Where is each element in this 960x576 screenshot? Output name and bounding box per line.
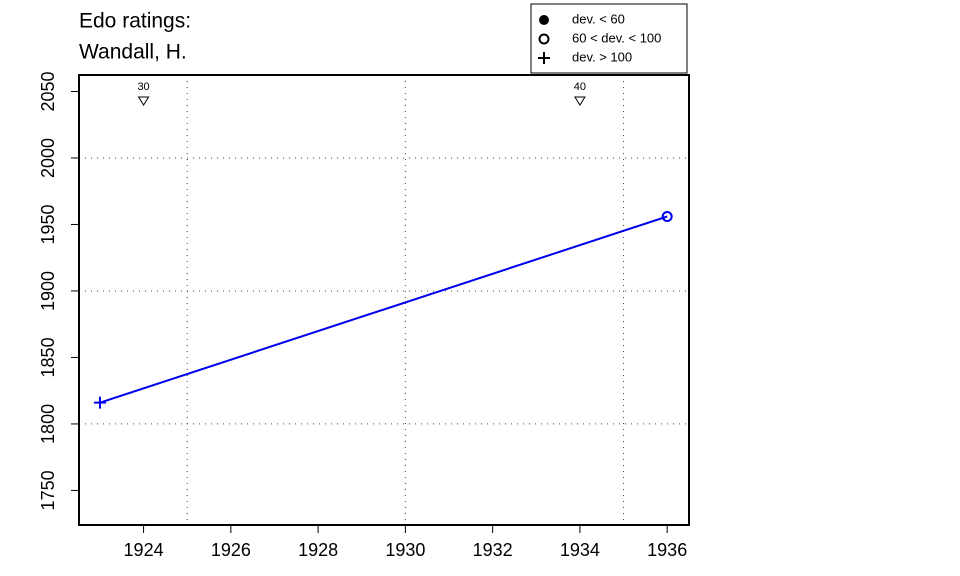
annotation-marker (137, 96, 150, 106)
legend-label: dev. > 100 (572, 49, 632, 64)
x-tick-label: 1930 (385, 540, 425, 560)
x-tick-label: 1936 (647, 540, 687, 560)
legend-label: dev. < 60 (572, 11, 625, 26)
chart-subtitle: Wandall, H. (79, 41, 187, 64)
legend-marker (538, 52, 550, 64)
legend-marker (539, 15, 549, 25)
annotation-label: 40 (574, 81, 586, 93)
legend-marker (538, 33, 550, 45)
annotation-marker (574, 96, 586, 106)
x-tick-label: 1934 (560, 540, 600, 560)
y-tick-label: 1750 (38, 470, 58, 510)
x-tick-label: 1932 (473, 540, 513, 560)
x-tick-label: 1926 (211, 540, 251, 560)
y-tick-label: 1950 (38, 204, 58, 244)
point (93, 396, 106, 409)
plot-frame (78, 74, 690, 526)
x-tick-label: 1928 (298, 540, 338, 560)
legend-label: 60 < dev. < 100 (572, 30, 661, 45)
annotation-label: 30 (137, 81, 149, 93)
series-line (99, 215, 668, 404)
y-tick-label: 2050 (38, 71, 58, 111)
y-tick-label: 1850 (38, 337, 58, 377)
y-tick-label: 1800 (38, 404, 58, 444)
point (661, 210, 673, 222)
x-tick-label: 1924 (124, 540, 164, 560)
y-tick-label: 1900 (38, 271, 58, 311)
chart-title: Edo ratings: (79, 10, 191, 33)
legend-box (530, 3, 688, 74)
y-tick-label: 2000 (38, 138, 58, 178)
